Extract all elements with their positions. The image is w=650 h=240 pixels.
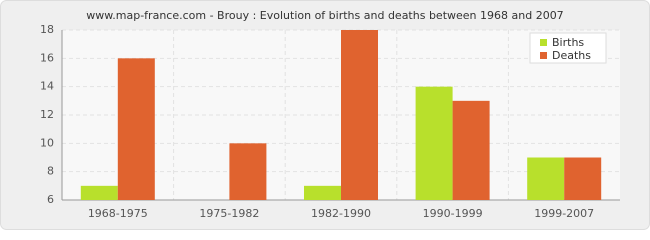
bar <box>341 30 378 200</box>
bar <box>80 185 118 200</box>
y-tick-label: 16 <box>40 51 54 64</box>
y-tick-label: 8 <box>47 165 54 178</box>
y-tick-label: 14 <box>40 80 54 93</box>
legend-swatch <box>540 39 547 46</box>
bar <box>117 58 155 201</box>
x-tick-label: 1982-1990 <box>311 207 371 220</box>
legend-swatch <box>540 52 547 59</box>
y-tick-label: 6 <box>47 193 54 206</box>
legend-label: Births <box>552 36 584 49</box>
bar <box>527 157 565 200</box>
x-tick-label: 1999-2007 <box>534 207 594 220</box>
x-tick-label: 1990-1999 <box>423 207 483 220</box>
bar <box>452 100 490 200</box>
bar <box>229 143 267 200</box>
bar <box>304 185 341 200</box>
chart-title: www.map-france.com - Brouy : Evolution o… <box>86 9 563 22</box>
y-tick-label: 12 <box>40 108 54 121</box>
y-tick-label: 18 <box>40 23 54 36</box>
bar <box>564 157 602 200</box>
bar <box>415 86 453 200</box>
y-tick-label: 10 <box>40 136 54 149</box>
x-tick-label: 1975-1982 <box>199 207 259 220</box>
x-tick-label: 1968-1975 <box>88 207 148 220</box>
legend-label: Deaths <box>552 49 591 62</box>
chart: www.map-france.com - Brouy : Evolution o… <box>0 0 650 230</box>
